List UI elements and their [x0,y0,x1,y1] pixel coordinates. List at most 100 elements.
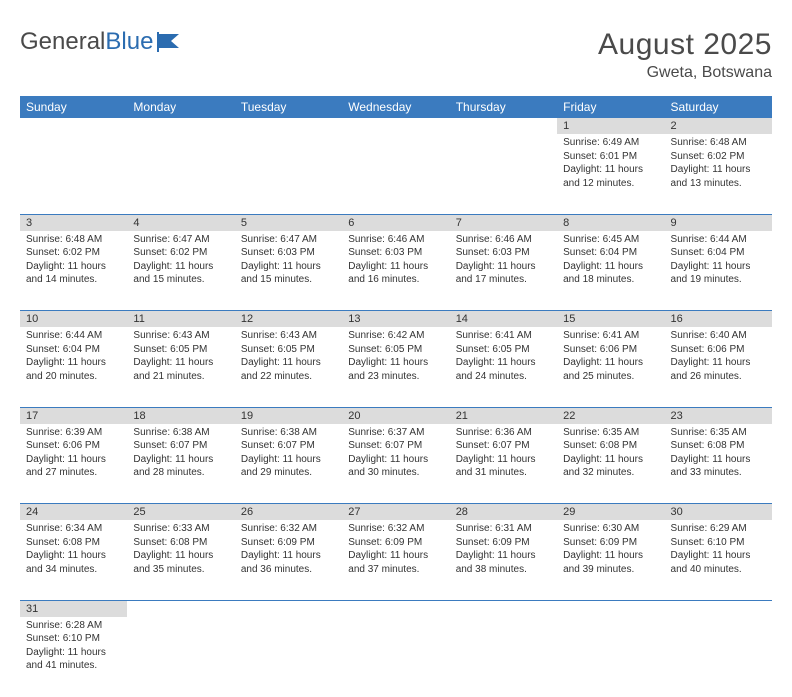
day-cell: Sunrise: 6:41 AMSunset: 6:05 PMDaylight:… [450,327,557,407]
daynum-cell: 23 [665,407,772,424]
week-row: Sunrise: 6:39 AMSunset: 6:06 PMDaylight:… [20,424,772,504]
sunset-text: Sunset: 6:04 PM [26,343,121,357]
sunrise-text: Sunrise: 6:29 AM [671,522,766,536]
daynum-cell: 18 [127,407,234,424]
daynum-cell: 20 [342,407,449,424]
day-cell [235,617,342,697]
day-number: 1 [557,118,664,134]
day-header: Wednesday [342,96,449,118]
day-cell: Sunrise: 6:35 AMSunset: 6:08 PMDaylight:… [557,424,664,504]
daynum-cell [450,118,557,134]
day-cell: Sunrise: 6:43 AMSunset: 6:05 PMDaylight:… [127,327,234,407]
day-body: Sunrise: 6:44 AMSunset: 6:04 PMDaylight:… [20,327,127,387]
day-body: Sunrise: 6:40 AMSunset: 6:06 PMDaylight:… [665,327,772,387]
daynum-cell: 2 [665,118,772,134]
daylight-text: Daylight: 11 hours and 32 minutes. [563,453,658,480]
day-number: 25 [127,504,234,520]
sunrise-text: Sunrise: 6:45 AM [563,233,658,247]
day-cell: Sunrise: 6:44 AMSunset: 6:04 PMDaylight:… [665,231,772,311]
day-body: Sunrise: 6:33 AMSunset: 6:08 PMDaylight:… [127,520,234,580]
location: Gweta, Botswana [598,64,772,82]
sunrise-text: Sunrise: 6:32 AM [241,522,336,536]
sunset-text: Sunset: 6:08 PM [671,439,766,453]
day-number: 4 [127,215,234,231]
daynum-cell: 13 [342,311,449,328]
daylight-text: Daylight: 11 hours and 41 minutes. [26,646,121,673]
daylight-text: Daylight: 11 hours and 27 minutes. [26,453,121,480]
week-row: Sunrise: 6:48 AMSunset: 6:02 PMDaylight:… [20,231,772,311]
day-header: Sunday [20,96,127,118]
daynum-row: 31 [20,600,772,617]
daynum-cell: 5 [235,214,342,231]
day-cell: Sunrise: 6:40 AMSunset: 6:06 PMDaylight:… [665,327,772,407]
day-body: Sunrise: 6:41 AMSunset: 6:06 PMDaylight:… [557,327,664,387]
daynum-cell: 30 [665,504,772,521]
daynum-cell: 9 [665,214,772,231]
sunset-text: Sunset: 6:08 PM [26,536,121,550]
day-body: Sunrise: 6:38 AMSunset: 6:07 PMDaylight:… [235,424,342,484]
day-cell: Sunrise: 6:45 AMSunset: 6:04 PMDaylight:… [557,231,664,311]
day-cell: Sunrise: 6:48 AMSunset: 6:02 PMDaylight:… [665,134,772,214]
day-cell: Sunrise: 6:32 AMSunset: 6:09 PMDaylight:… [235,520,342,600]
daylight-text: Daylight: 11 hours and 14 minutes. [26,260,121,287]
sunset-text: Sunset: 6:03 PM [241,246,336,260]
day-body: Sunrise: 6:36 AMSunset: 6:07 PMDaylight:… [450,424,557,484]
day-number: 12 [235,311,342,327]
sunrise-text: Sunrise: 6:43 AM [133,329,228,343]
day-header-row: Sunday Monday Tuesday Wednesday Thursday… [20,96,772,118]
daylight-text: Daylight: 11 hours and 39 minutes. [563,549,658,576]
day-number: 5 [235,215,342,231]
day-cell: Sunrise: 6:38 AMSunset: 6:07 PMDaylight:… [235,424,342,504]
day-cell [450,617,557,697]
daynum-cell: 11 [127,311,234,328]
day-cell: Sunrise: 6:46 AMSunset: 6:03 PMDaylight:… [450,231,557,311]
day-body: Sunrise: 6:45 AMSunset: 6:04 PMDaylight:… [557,231,664,291]
daynum-row: 10111213141516 [20,311,772,328]
day-cell: Sunrise: 6:49 AMSunset: 6:01 PMDaylight:… [557,134,664,214]
sunset-text: Sunset: 6:04 PM [671,246,766,260]
sunset-text: Sunset: 6:07 PM [133,439,228,453]
sunset-text: Sunset: 6:03 PM [456,246,551,260]
day-body: Sunrise: 6:43 AMSunset: 6:05 PMDaylight:… [127,327,234,387]
daynum-cell: 28 [450,504,557,521]
sunset-text: Sunset: 6:09 PM [563,536,658,550]
sunrise-text: Sunrise: 6:39 AM [26,426,121,440]
daylight-text: Daylight: 11 hours and 24 minutes. [456,356,551,383]
day-number: 18 [127,408,234,424]
daynum-cell: 4 [127,214,234,231]
day-cell: Sunrise: 6:47 AMSunset: 6:03 PMDaylight:… [235,231,342,311]
daylight-text: Daylight: 11 hours and 23 minutes. [348,356,443,383]
day-cell: Sunrise: 6:44 AMSunset: 6:04 PMDaylight:… [20,327,127,407]
daynum-cell [20,118,127,134]
sunset-text: Sunset: 6:06 PM [671,343,766,357]
sunset-text: Sunset: 6:05 PM [348,343,443,357]
day-number: 15 [557,311,664,327]
day-cell [235,134,342,214]
day-body: Sunrise: 6:39 AMSunset: 6:06 PMDaylight:… [20,424,127,484]
day-cell: Sunrise: 6:33 AMSunset: 6:08 PMDaylight:… [127,520,234,600]
sunset-text: Sunset: 6:05 PM [241,343,336,357]
day-cell: Sunrise: 6:42 AMSunset: 6:05 PMDaylight:… [342,327,449,407]
day-number: 28 [450,504,557,520]
day-header: Friday [557,96,664,118]
daynum-cell: 14 [450,311,557,328]
day-body: Sunrise: 6:49 AMSunset: 6:01 PMDaylight:… [557,134,664,194]
sunrise-text: Sunrise: 6:49 AM [563,136,658,150]
sunset-text: Sunset: 6:08 PM [133,536,228,550]
day-cell: Sunrise: 6:29 AMSunset: 6:10 PMDaylight:… [665,520,772,600]
day-number: 8 [557,215,664,231]
sunrise-text: Sunrise: 6:35 AM [563,426,658,440]
sunrise-text: Sunrise: 6:48 AM [26,233,121,247]
sunset-text: Sunset: 6:07 PM [241,439,336,453]
day-body: Sunrise: 6:42 AMSunset: 6:05 PMDaylight:… [342,327,449,387]
week-row: Sunrise: 6:34 AMSunset: 6:08 PMDaylight:… [20,520,772,600]
day-number: 2 [665,118,772,134]
sunrise-text: Sunrise: 6:47 AM [241,233,336,247]
day-number: 31 [20,601,127,617]
sunset-text: Sunset: 6:06 PM [563,343,658,357]
daylight-text: Daylight: 11 hours and 28 minutes. [133,453,228,480]
daylight-text: Daylight: 11 hours and 35 minutes. [133,549,228,576]
daynum-cell [342,600,449,617]
daynum-cell [342,118,449,134]
day-cell: Sunrise: 6:31 AMSunset: 6:09 PMDaylight:… [450,520,557,600]
